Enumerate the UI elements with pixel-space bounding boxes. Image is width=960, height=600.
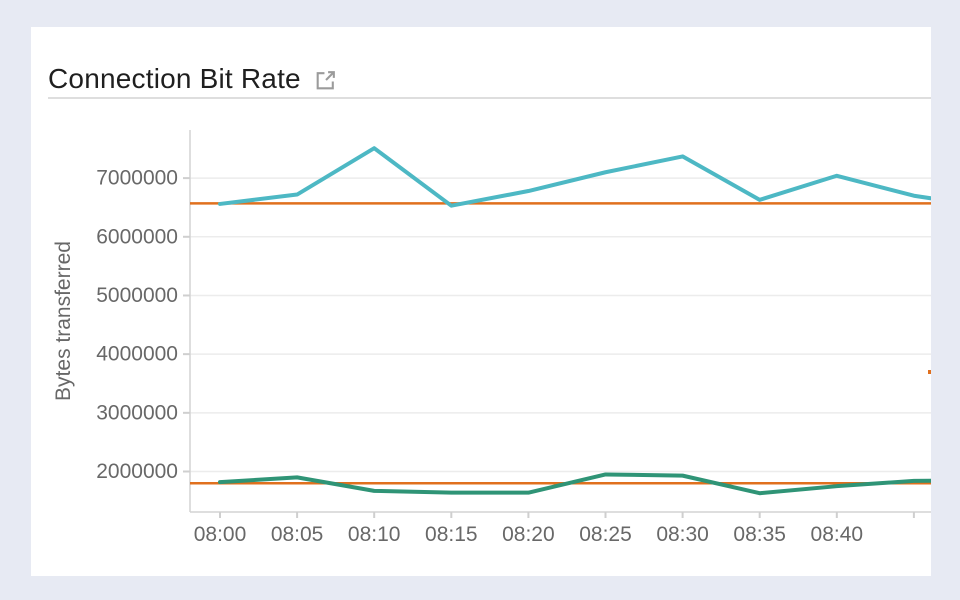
external-link-icon[interactable] (313, 68, 338, 93)
x-tick-label: 08:10 (348, 523, 401, 546)
y-tick-label: 6000000 (96, 225, 178, 248)
y-tick-label: 3000000 (96, 401, 178, 424)
y-tick-label: 2000000 (96, 460, 178, 483)
x-tick-label: 08:20 (502, 523, 555, 546)
x-tick-label: 08:35 (733, 523, 786, 546)
chart-svg[interactable]: 2000000 3000000 4000000 5000000 6000000 70000… (31, 27, 931, 576)
y-tick-label: 5000000 (96, 284, 178, 307)
chart-title: Connection Bit Rate (48, 63, 301, 94)
y-axis-title: Bytes transferred (52, 241, 75, 401)
x-tick-label: 08:25 (579, 523, 632, 546)
x-tick-label: 08:05 (271, 523, 324, 546)
card-header: Connection Bit Rate (48, 63, 338, 95)
x-tick-label: 08:15 (425, 523, 478, 546)
y-tick-label: 4000000 (96, 343, 178, 366)
clipped-artifact (928, 370, 931, 374)
chart-card: 2000000 3000000 4000000 5000000 6000000 70000… (31, 27, 931, 576)
x-tick-label: 08:30 (656, 523, 709, 546)
header-divider (48, 97, 931, 99)
series-bytes-transferred-low (218, 472, 931, 496)
y-tick-label: 7000000 (96, 167, 178, 190)
x-tick-label: 08:00 (194, 523, 247, 546)
x-tick-label: 08:40 (811, 523, 864, 546)
series-bytes-transferred-high (218, 146, 931, 208)
